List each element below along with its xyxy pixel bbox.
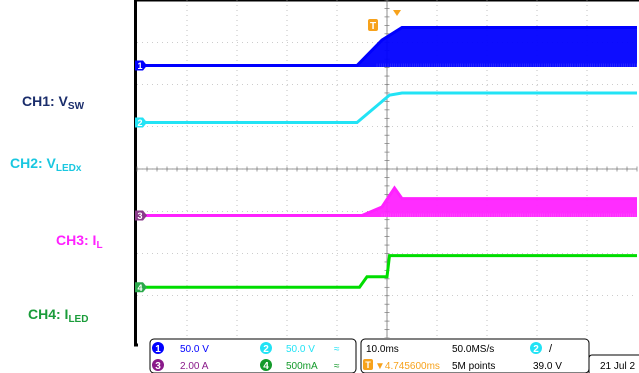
trigger-offset-icon xyxy=(363,359,373,370)
trace-line-ch2 xyxy=(137,91,637,124)
channel-marker-shape-ch4 xyxy=(135,282,147,293)
channel-label-ch1: CH1: VSW xyxy=(22,93,84,115)
channel-label-ch2: CH2: VLEDx xyxy=(10,155,81,177)
timebase: 10.0ms xyxy=(366,344,399,355)
ch2-badge xyxy=(260,342,272,354)
channel-marker-ch2: 2 xyxy=(135,117,147,128)
ch1-label-sub: SW xyxy=(67,101,85,112)
channel-marker-num-ch2: 2 xyxy=(137,118,142,128)
trace-ch2 xyxy=(137,91,637,124)
info-bar: 1 50.0 V 3 2.00 A 2 50.0 V ≈ 4 500mA ≈ 1… xyxy=(138,338,639,373)
ch1-badge xyxy=(152,342,164,354)
ch1-label-text: CH1: V xyxy=(22,93,68,109)
channel-label-ch4: CH4: ILED xyxy=(28,306,88,328)
ch3-badge xyxy=(152,359,164,371)
ch4-badge-num: 4 xyxy=(263,361,269,372)
ch4-label-text: CH4: I xyxy=(28,306,69,322)
trace-ch4 xyxy=(137,254,637,289)
record-length: 5M points xyxy=(452,361,495,372)
channel-label-ch3: CH3: IL xyxy=(56,232,103,254)
sample-rate: 50.0MS/s xyxy=(452,344,494,355)
channel-markers: 1 2 3 4 xyxy=(135,60,147,293)
ch2-label-text: CH2: V xyxy=(10,155,56,171)
trigger-slope: / xyxy=(549,343,553,355)
trigger-channel-num: 2 xyxy=(533,344,539,355)
channel-marker-ch4: 4 xyxy=(135,282,147,293)
channel-marker-num-ch3: 3 xyxy=(137,211,142,221)
ch1-scale: 50.0 V xyxy=(180,344,209,355)
date-box xyxy=(588,354,639,373)
trigger-offset: ▼4.745600ms xyxy=(375,361,440,372)
trigger-position-arrow xyxy=(393,10,401,16)
channel-marker-num-ch4: 4 xyxy=(137,283,142,293)
ch1-badge-num: 1 xyxy=(155,344,161,355)
ch2-badge-num: 2 xyxy=(263,344,269,355)
switching-envelope-ch1 xyxy=(357,27,637,67)
trigger-marker-box xyxy=(368,19,378,31)
ch3-label-sub: L xyxy=(96,240,103,251)
channel-marker-shape-ch1 xyxy=(135,60,147,71)
trigger-level: 39.0 V xyxy=(533,361,562,372)
channel-marker-ch1: 1 xyxy=(135,60,147,71)
ch4-label-sub: LED xyxy=(68,314,89,325)
trace-ch1 xyxy=(137,26,637,67)
ch4-badge xyxy=(260,359,272,371)
trigger-offset-icon-text: T xyxy=(365,360,371,370)
trace-ch3 xyxy=(137,185,637,217)
ch2-scale: 50.0 V xyxy=(286,344,315,355)
trigger-channel-badge xyxy=(530,342,542,354)
trigger-marker: T xyxy=(368,10,401,32)
channel-marker-ch3: 3 xyxy=(135,210,147,221)
ch4-bw-symbol: ≈ xyxy=(334,361,340,372)
channel-marker-shape-ch3 xyxy=(135,210,147,221)
ch3-label-text: CH3: I xyxy=(56,232,97,248)
trigger-marker-text: T xyxy=(370,21,376,32)
ch3-scale: 2.00 A xyxy=(180,361,209,372)
ch3-badge-num: 3 xyxy=(155,361,161,372)
switching-envelope-ch3 xyxy=(362,188,637,217)
date: 21 Jul 2 xyxy=(600,361,635,372)
channel-marker-shape-ch2 xyxy=(135,117,147,128)
ch2-label-sub: LEDx xyxy=(55,163,82,174)
traces xyxy=(137,26,637,289)
channel-scales-box xyxy=(149,338,357,373)
ch4-scale: 500mA xyxy=(286,361,318,372)
channel-marker-num-ch1: 1 xyxy=(137,61,142,71)
ch2-bw-symbol: ≈ xyxy=(334,344,340,355)
trace-line-ch4 xyxy=(137,254,637,289)
